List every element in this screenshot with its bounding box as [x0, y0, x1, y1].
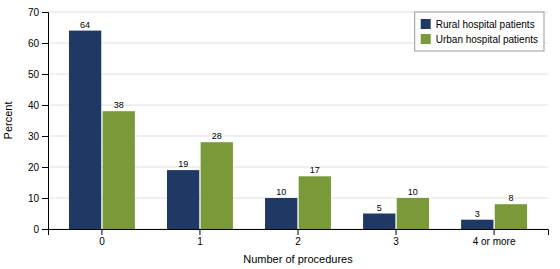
- tick-label: 4 or more: [473, 236, 516, 247]
- y-tick: 20: [28, 162, 48, 173]
- tick-mark: [42, 105, 48, 106]
- data-label: 8: [508, 193, 513, 203]
- grid: [48, 12, 548, 229]
- y-tick: 50: [28, 69, 48, 80]
- data-label: 38: [114, 100, 124, 110]
- legend-label: Rural hospital patients: [436, 19, 535, 30]
- data-label: 10: [408, 187, 418, 197]
- x-tick: 1: [197, 229, 203, 247]
- tick-label: 2: [295, 236, 301, 247]
- y-tick: 60: [28, 38, 48, 49]
- tick-mark: [42, 43, 48, 44]
- tick-label: 70: [28, 7, 40, 18]
- axis-domain: [42, 13, 49, 230]
- bars: [69, 31, 527, 229]
- grid-line: [48, 74, 548, 75]
- tick-mark: [42, 167, 48, 168]
- data-label: 64: [80, 20, 90, 30]
- tick-mark: [494, 229, 495, 235]
- data-label: 17: [310, 165, 320, 175]
- y-axis: 0 10 20 30 40 50 60 70: [28, 7, 49, 235]
- tick-mark: [101, 229, 102, 235]
- bar: [265, 198, 297, 229]
- plot: 0 10 20 30 40 50 60 70 0 1 2 3 4 or more 64 19 10 5 3 38 28…: [28, 7, 549, 247]
- tick-mark: [42, 198, 48, 199]
- bar: [167, 170, 199, 229]
- x-tick: 2: [295, 229, 301, 247]
- tick-label: 0: [33, 224, 39, 235]
- bar: [299, 176, 331, 229]
- tick-label: 10: [28, 193, 40, 204]
- tick-label: 1: [197, 236, 203, 247]
- x-axis-title: Number of procedures: [243, 253, 353, 265]
- tick-mark: [42, 229, 48, 230]
- y-tick: 70: [28, 7, 48, 18]
- tick-mark: [298, 229, 299, 235]
- legend-swatch: [421, 19, 431, 29]
- chart: 0 10 20 30 40 50 60 70 0 1 2 3 4 or more 64 19 10 5 3 38 28…: [0, 0, 560, 269]
- legend-label: Urban hospital patients: [436, 34, 538, 45]
- legend-box: [415, 12, 544, 51]
- bar: [495, 204, 527, 229]
- tick-label: 0: [99, 236, 105, 247]
- tick-label: 50: [28, 69, 40, 80]
- y-tick: 30: [28, 131, 48, 142]
- y-tick: 40: [28, 100, 48, 111]
- bar: [103, 111, 135, 229]
- y-tick: 10: [28, 193, 48, 204]
- x-axis: 0 1 2 3 4 or more: [49, 229, 549, 247]
- y-axis-title: Percent: [2, 102, 14, 140]
- bar: [201, 142, 233, 229]
- tick-label: 3: [393, 236, 399, 247]
- axis-domain: [49, 230, 549, 236]
- tick-mark: [42, 12, 48, 13]
- y-tick: 0: [33, 224, 48, 235]
- bar: [397, 198, 429, 229]
- data-label: 5: [377, 203, 382, 213]
- bar: [461, 220, 493, 229]
- data-label: 19: [178, 159, 188, 169]
- tick-mark: [42, 74, 48, 75]
- x-tick: 4 or more: [473, 229, 516, 247]
- tick-mark: [42, 136, 48, 137]
- tick-mark: [199, 229, 200, 235]
- data-label: 28: [212, 131, 222, 141]
- bar: [363, 214, 395, 230]
- tick-label: 20: [28, 162, 40, 173]
- tick-label: 40: [28, 100, 40, 111]
- x-tick: 0: [99, 229, 105, 247]
- tick-label: 60: [28, 38, 40, 49]
- x-tick: 3: [393, 229, 399, 247]
- bar: [69, 31, 101, 229]
- data-label: 10: [276, 187, 286, 197]
- tick-label: 30: [28, 131, 40, 142]
- legend-swatch: [421, 34, 431, 44]
- legend: Rural hospital patients Urban hospital pa…: [415, 12, 544, 51]
- tick-mark: [396, 229, 397, 235]
- data-label: 3: [475, 209, 480, 219]
